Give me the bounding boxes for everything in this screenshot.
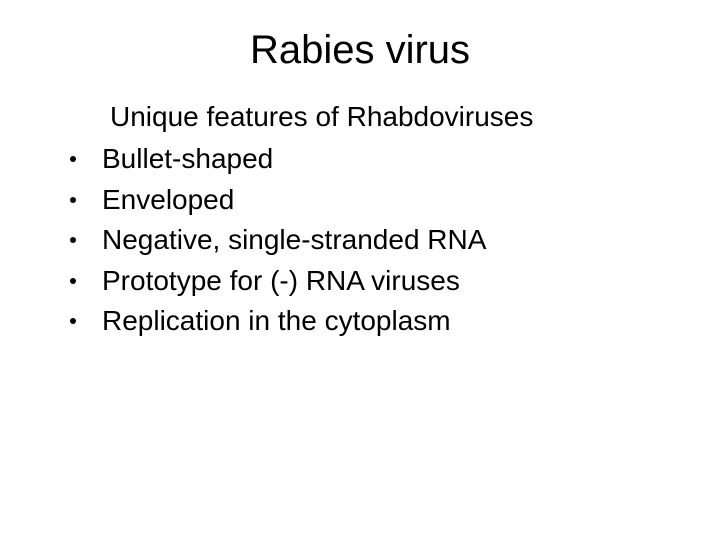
bullet-icon: [70, 237, 76, 243]
bullet-text: Replication in the cytoplasm: [102, 301, 451, 342]
list-item: Replication in the cytoplasm: [70, 301, 680, 342]
bullet-icon: [70, 197, 76, 203]
list-item: Bullet-shaped: [70, 139, 680, 180]
bullet-text: Prototype for (-) RNA viruses: [102, 261, 460, 302]
bullet-icon: [70, 278, 76, 284]
bullet-text: Negative, single-stranded RNA: [102, 220, 486, 261]
list-item: Prototype for (-) RNA viruses: [70, 261, 680, 302]
list-item: Negative, single-stranded RNA: [70, 220, 680, 261]
slide: Rabies virus Unique features of Rhabdovi…: [0, 0, 720, 540]
list-item: Enveloped: [70, 180, 680, 221]
slide-subtitle: Unique features of Rhabdoviruses: [110, 101, 680, 133]
bullet-text: Enveloped: [102, 180, 234, 221]
bullet-icon: [70, 318, 76, 324]
slide-title: Rabies virus: [40, 28, 680, 73]
bullet-text: Bullet-shaped: [102, 139, 273, 180]
bullet-icon: [70, 156, 76, 162]
bullet-list: Bullet-shaped Enveloped Negative, single…: [70, 139, 680, 342]
